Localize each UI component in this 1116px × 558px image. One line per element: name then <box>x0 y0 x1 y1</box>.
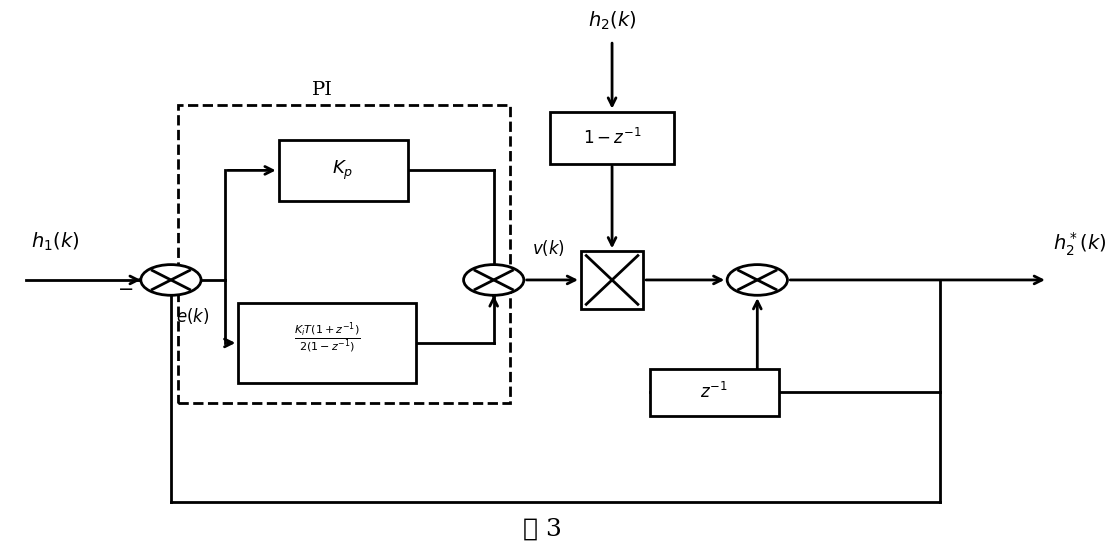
Text: $1-z^{-1}$: $1-z^{-1}$ <box>583 127 642 147</box>
Bar <box>650 369 779 416</box>
Bar <box>279 140 407 200</box>
Bar <box>179 105 510 403</box>
Circle shape <box>728 264 788 295</box>
Text: $K_p$: $K_p$ <box>333 159 354 182</box>
Circle shape <box>141 264 201 295</box>
Text: $e(k)$: $e(k)$ <box>176 306 210 326</box>
Text: $-$: $-$ <box>117 279 133 297</box>
Bar <box>580 251 643 309</box>
Text: 图 3: 图 3 <box>522 517 561 540</box>
Bar <box>550 112 674 163</box>
Text: PI: PI <box>312 81 333 99</box>
Bar <box>238 303 415 383</box>
Text: $v(k)$: $v(k)$ <box>532 238 566 258</box>
Text: $h_2(k)$: $h_2(k)$ <box>588 10 636 32</box>
Text: $h_1(k)$: $h_1(k)$ <box>31 230 79 253</box>
Text: $h_2^*(k)$: $h_2^*(k)$ <box>1054 230 1107 258</box>
Text: $z^{-1}$: $z^{-1}$ <box>701 382 728 402</box>
Circle shape <box>463 264 523 295</box>
Text: $\frac{K_i T(1+z^{-1})}{2(1-z^{-1})}$: $\frac{K_i T(1+z^{-1})}{2(1-z^{-1})}$ <box>294 320 360 355</box>
